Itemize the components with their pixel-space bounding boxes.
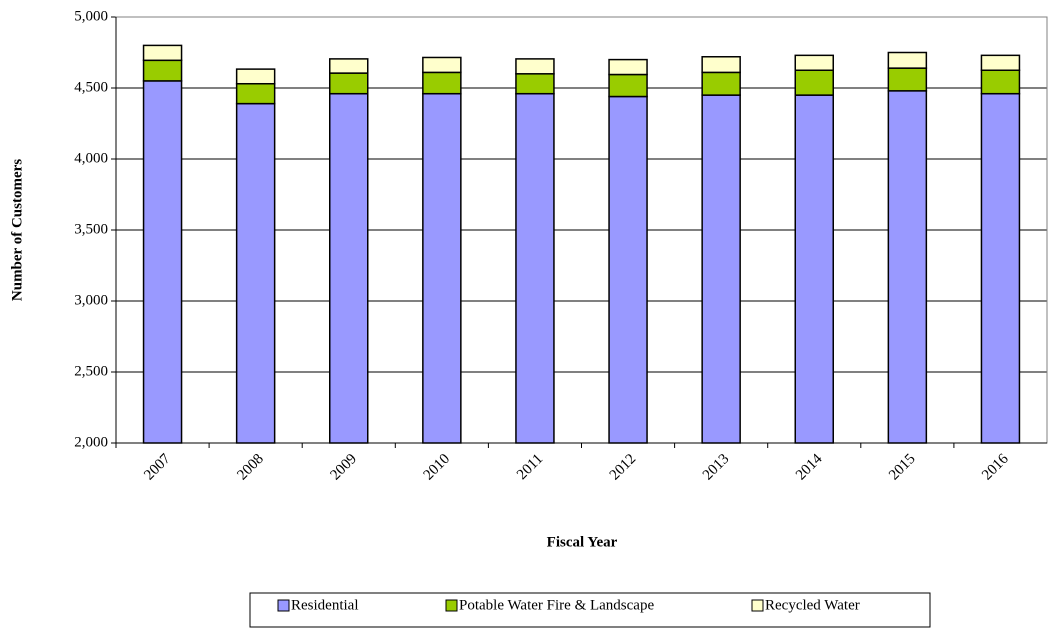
bar-segment [422,92,462,444]
legend-label: Recycled Water [765,597,860,613]
x-tick-label: 2015 [886,451,919,484]
bar-segment [142,59,183,82]
bar-segment [887,90,928,444]
bar-segment [887,51,928,69]
bar-segment [794,54,834,71]
bar-segment [608,95,648,444]
bar-segment [794,94,834,444]
y-tick-label: 4,000 [74,150,108,166]
x-tick-label: 2011 [514,451,546,483]
bar-segment [235,102,276,444]
bar-segment [515,58,555,75]
legend-label: Potable Water Fire & Landscape [459,597,654,613]
bar-segment [422,56,462,74]
x-tick-label: 2014 [793,451,826,484]
legend-swatch [277,599,290,612]
x-tick-label: 2013 [700,451,733,484]
bar-segment [515,92,555,444]
bar-segment [701,71,741,96]
legend-swatch [445,599,458,612]
bar-segment [329,72,369,95]
y-tick-label: 2,000 [74,434,108,450]
x-tick-label: 2008 [234,451,267,484]
x-tick-label: 2009 [327,451,360,484]
y-axis-label: Number of Customers [9,159,25,301]
bar-segment [329,58,369,74]
bar-segment [980,54,1021,71]
bar-segment [887,67,928,92]
bar-segment [794,69,834,96]
y-tick-label: 4,500 [74,79,108,95]
bar-segment [515,73,555,95]
x-axis-label: Fiscal Year [547,534,618,550]
y-tick-label: 3,500 [74,221,108,237]
x-tick-label: 2016 [979,451,1012,484]
y-tick-label: 2,500 [74,363,108,379]
bar-segment [980,69,1021,95]
x-tick-label: 2010 [421,451,454,484]
y-tick-label: 3,000 [74,292,108,308]
legend-swatch [751,599,764,612]
bar-segment [235,82,276,105]
bar-segment [142,80,183,444]
bar-segment [329,92,369,444]
x-tick-label: 2012 [607,451,640,484]
legend-box [249,592,931,628]
legend-label: Residential [291,597,359,613]
bar-segment [701,56,741,74]
bar-segment [142,44,183,62]
bar-segment [701,94,741,444]
y-tick-label: 5,000 [74,8,108,24]
bar-segment [608,58,648,76]
bar-segment [980,92,1021,444]
bar-segment [608,73,648,98]
x-tick-label: 2007 [141,451,174,484]
bar-segment [235,68,276,85]
bar-segment [422,71,462,95]
